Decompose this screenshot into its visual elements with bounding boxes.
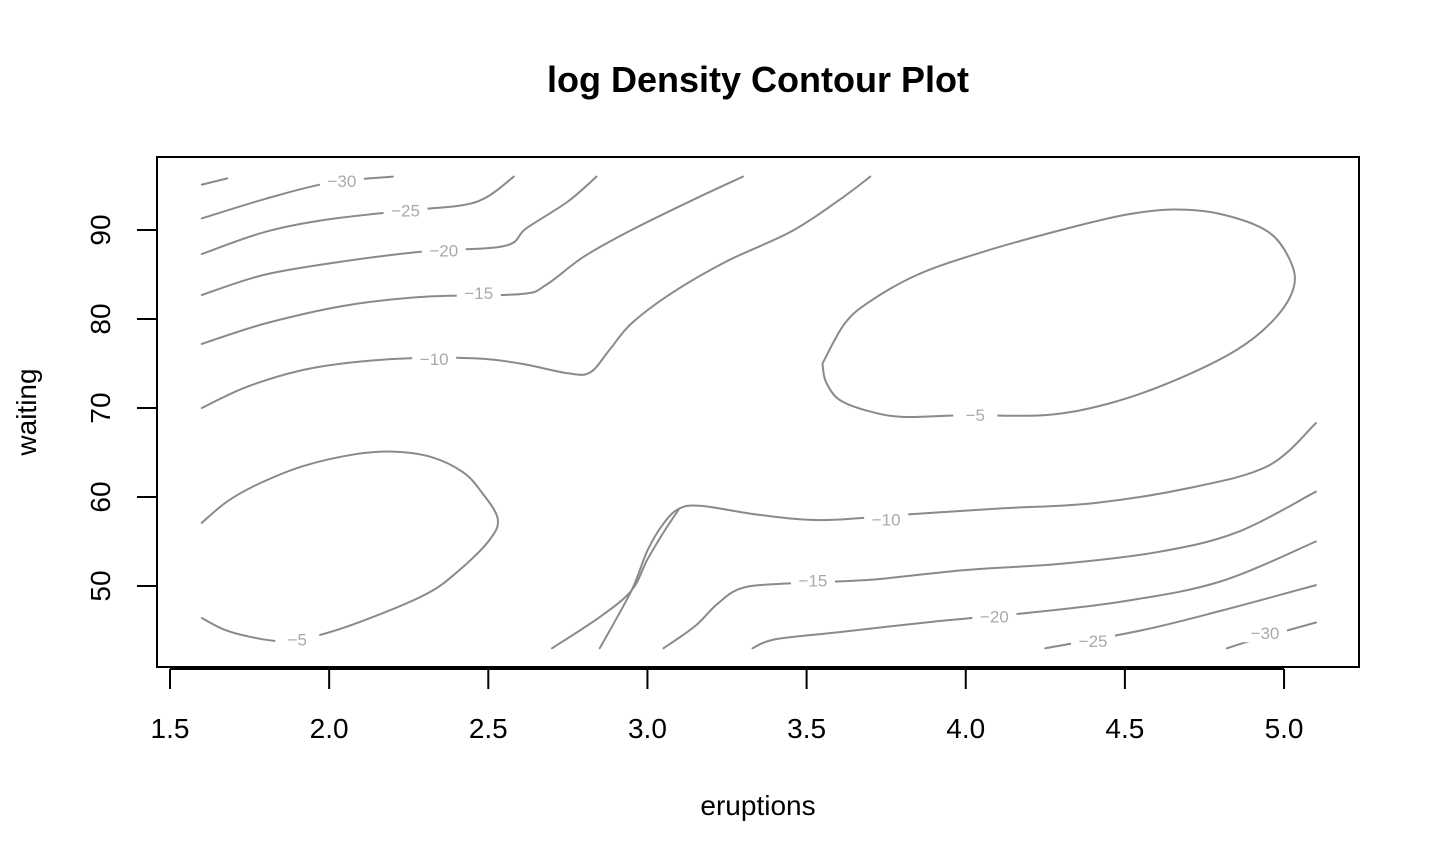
contour-label: −20	[980, 607, 1009, 626]
contour-label-mask	[972, 605, 1017, 626]
contour-label: −30	[327, 172, 356, 191]
x-axis: 1.5 2.0 2.5 3.0 3.5 4.0 4.5 5.0	[151, 668, 1304, 744]
contour-label-mask	[1071, 630, 1116, 651]
y-axis: 50 60 70 80 90	[85, 214, 158, 602]
contour-label: −25	[1079, 632, 1108, 651]
contour-line	[821, 208, 1296, 419]
contour-label-mask	[456, 282, 501, 303]
contour-label-mask	[421, 239, 466, 260]
contour-line	[751, 540, 1317, 650]
x-tick-label: 3.0	[628, 713, 667, 744]
contour-line	[200, 175, 394, 220]
contour-labels: −5 −5 −10 −10 −15 −15 −20 −20 −25 −25 −30 −30	[275, 170, 1287, 651]
contour-line	[551, 507, 681, 650]
x-tick-label: 3.5	[787, 713, 826, 744]
x-tick-label: 4.0	[946, 713, 985, 744]
y-tick-label: 80	[85, 303, 116, 334]
contour-lines	[200, 175, 1317, 650]
contour-label-mask	[319, 170, 364, 191]
contour-line	[200, 175, 744, 345]
x-tick-label: 1.5	[151, 713, 190, 744]
plot-frame	[156, 156, 1360, 668]
contour-label: −10	[420, 350, 449, 369]
contour-line	[200, 177, 229, 186]
contour-line	[200, 175, 598, 296]
contour-label: −10	[872, 510, 901, 529]
x-tick-label: 2.0	[310, 713, 349, 744]
y-tick-label: 60	[85, 481, 116, 512]
x-axis-title: eruptions	[700, 790, 815, 821]
contour-label: −15	[799, 572, 828, 591]
contour-label: −20	[429, 241, 458, 260]
x-tick-label: 4.5	[1105, 713, 1144, 744]
contour-line	[662, 490, 1317, 650]
x-tick-label: 5.0	[1265, 713, 1304, 744]
contour-line	[598, 422, 1317, 650]
contour-label: −5	[966, 406, 985, 425]
contour-line	[200, 450, 499, 643]
contour-label: −30	[1251, 624, 1280, 643]
contour-line	[200, 175, 872, 409]
contour-label: −25	[391, 201, 420, 220]
contour-label-mask	[383, 199, 428, 220]
contour-label-mask	[275, 628, 320, 649]
x-tick-label: 2.5	[469, 713, 508, 744]
contour-label: −15	[464, 284, 493, 303]
chart-title: log Density Contour Plot	[547, 59, 969, 100]
y-tick-label: 90	[85, 214, 116, 245]
contour-label-mask	[412, 348, 457, 369]
contour-label: −5	[288, 630, 307, 649]
contour-label-mask	[1242, 622, 1287, 643]
contour-label-mask	[864, 508, 909, 529]
y-tick-label: 50	[85, 570, 116, 601]
y-tick-label: 70	[85, 392, 116, 423]
contour-label-mask	[790, 569, 835, 590]
y-axis-title: waiting	[11, 368, 42, 456]
contour-label-mask	[953, 404, 998, 425]
